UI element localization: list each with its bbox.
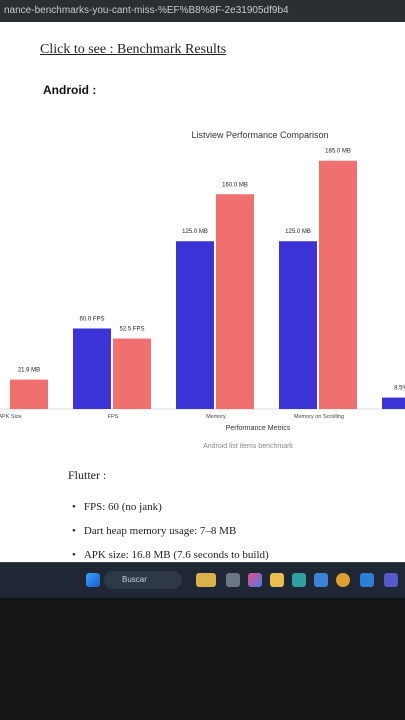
taskbar-search[interactable]: Buscar [104,571,182,589]
x-tick-label: APK Size [0,414,22,420]
list-item: FPS: 60 (no jank) [72,500,269,524]
x-tick-label: FPS [108,414,119,420]
data-label: 125.0 MB [182,229,208,235]
benchmark-results-link[interactable]: Click to see : Benchmark Results [40,42,227,57]
article-page: Click to see : Benchmark Results Android… [0,22,405,562]
store-icon[interactable] [314,573,328,587]
data-label: 52.5 FPS [119,327,144,333]
widget-icon[interactable] [196,573,216,587]
android-heading: Android : [43,83,97,97]
chart-title: Listview Performance Comparison [191,130,328,140]
search-placeholder: Buscar [122,575,147,584]
taskbar: Buscar [0,562,405,599]
bar-cp-series-1 [382,397,405,409]
bar-memory-series-2 [216,194,254,409]
data-label: 185.0 MB [325,149,351,155]
data-label: 60.0 FPS [79,316,104,322]
file-explorer-icon[interactable] [270,573,284,587]
data-label: 125.0 MB [285,229,311,235]
x-tick-label: Memory [206,414,226,420]
chart-x-label: Performance Metrics [226,425,291,432]
task-view-icon[interactable] [226,573,240,587]
chrome-icon[interactable] [336,573,350,587]
bar-memory-on-scrolling-series-1 [279,241,317,409]
chart-caption: Android list items benchmark [203,443,293,450]
edge-icon[interactable] [292,573,306,587]
vscode-icon[interactable] [360,573,374,587]
list-item: Dart heap memory usage: 7–8 MB [72,524,269,548]
windows-start-icon[interactable] [86,573,100,587]
list-item: APK size: 16.8 MB (7.6 seconds to build) [72,548,269,562]
bar-fps-series-1 [73,328,111,409]
url-text: nance-benchmarks-you-cant-miss-%EF%B8%8F… [4,5,289,16]
flutter-heading: Flutter : [68,468,107,482]
data-label: 160.0 MB [222,182,248,188]
benchmark-chart: Listview Performance Comparison Performa… [0,122,405,462]
teams-icon[interactable] [384,573,398,587]
bar-memory-on-scrolling-series-2 [319,160,357,409]
desk-background [0,598,405,720]
bar-memory-series-1 [176,241,214,409]
data-label: 8.5% [394,386,405,392]
address-bar[interactable]: nance-benchmarks-you-cant-miss-%EF%B8%8F… [0,0,405,22]
flutter-results-list: FPS: 60 (no jank) Dart heap memory usage… [72,500,269,562]
bar-apk-size-series-2 [10,379,48,409]
data-label: 21.9 MB [18,368,40,374]
bar-fps-series-2 [113,338,151,409]
copilot-icon[interactable] [248,573,262,587]
chart-svg: Listview Performance Comparison Performa… [0,130,405,450]
x-tick-label: Memory on Scrolling [294,414,344,420]
